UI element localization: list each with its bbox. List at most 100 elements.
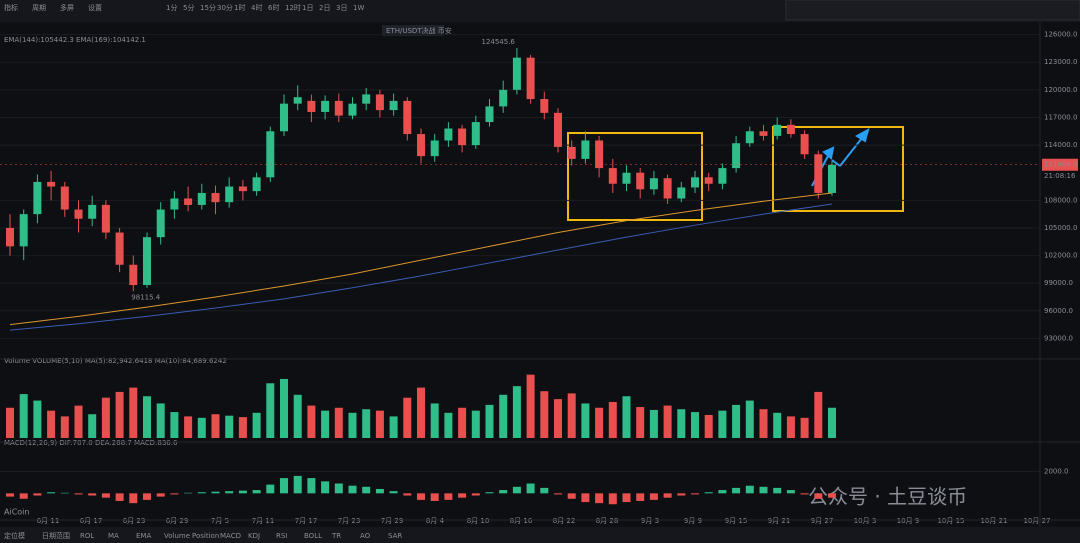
indicator-tab[interactable]: ROL [80,532,94,540]
indicator-tab[interactable]: MA [108,532,119,540]
candle-body [759,131,768,136]
indicator-tab[interactable]: Volume [164,532,190,540]
candle-body [252,177,261,192]
x-tick-label: 6月 11 [37,517,60,525]
interval-button[interactable]: 6时 [268,3,279,12]
candle-body [348,103,357,116]
candle-body [718,168,727,184]
bar [88,493,97,496]
interval-button[interactable]: 1时 [234,3,245,12]
interval-button[interactable]: 5分 [183,3,194,12]
x-tick-label: 10月 21 [980,517,1007,525]
bar [280,378,288,438]
x-tick-label: 10月 3 [854,517,877,525]
candle-body [88,204,97,219]
bar [170,493,179,495]
bar [636,407,645,438]
indicator-tab[interactable]: SAR [388,532,402,540]
bar [417,493,425,500]
bar [321,410,330,438]
indicator-tab[interactable]: BOLL [304,532,322,540]
bar [773,412,782,438]
x-tick-label: 8月 4 [426,517,445,525]
x-tick-label: 7月 23 [338,517,361,525]
indicator-tab[interactable]: KDJ [248,532,260,540]
interval-button[interactable]: 3日 [336,4,347,12]
interval-button[interactable]: 12时 [285,3,301,12]
candle-body [636,172,645,190]
symbol-tab[interactable] [382,25,444,36]
bar [115,391,124,438]
candle-body [540,99,549,113]
indicator-tab[interactable]: EMA [136,532,151,540]
last-price-label: 111864.5 [1044,161,1077,169]
menu-item[interactable]: 周期 [32,4,46,12]
indicator-tab[interactable]: 日期范围 [42,531,70,540]
bar [458,407,467,438]
bar [540,487,549,494]
symbol-tab-label[interactable]: ETH/USDT决战 币安 [386,26,452,35]
menu-item[interactable]: 设置 [88,3,102,12]
candle-body [773,124,782,136]
ema-line [9,203,833,331]
bar [225,491,234,494]
indicator-tab[interactable]: TR [331,532,341,540]
bar [814,493,823,499]
indicator-tab[interactable]: AO [360,532,371,540]
bar [677,409,686,438]
bar [101,397,110,438]
interval-button[interactable]: 15分 [200,3,216,12]
candle-body [663,178,672,199]
bar [88,414,97,438]
candle-body [101,204,110,233]
x-tick-label: 7月 5 [211,517,229,525]
candle-body [512,57,521,90]
menu-item[interactable]: 多屏 [60,3,74,12]
candle-body [60,186,69,210]
interval-button[interactable]: 2日 [319,4,330,12]
interval-button[interactable]: 30分 [217,3,233,12]
candle-body [266,131,275,178]
x-tick-label: 6月 29 [166,517,189,525]
candle-body [115,232,124,265]
x-tick-label: 7月 29 [381,517,404,525]
bar [348,412,357,438]
bar [60,416,69,438]
y-tick-label: 126000.0 [1044,31,1077,39]
bar [19,493,28,499]
candle-body [622,172,631,184]
indicator-tab[interactable]: RSI [276,532,287,540]
bar [156,493,165,497]
y-tick-label: 96000.0 [1044,307,1073,315]
indicator-tab[interactable]: 定位模 [4,531,25,540]
bar [608,493,617,505]
menu-item[interactable]: 指标 [4,3,18,12]
bar [211,414,220,438]
candle-body [197,192,206,205]
bar [704,414,713,438]
interval-button[interactable]: 1分 [166,3,177,12]
interval-button[interactable]: 4时 [251,3,262,12]
bar [512,386,521,438]
bar [129,493,138,504]
candle-body [691,177,699,188]
bar [485,492,494,494]
bar [389,416,398,438]
candle-body [567,146,576,159]
bar [238,490,247,494]
bar [636,493,645,501]
y-tick-label: 123000.0 [1044,58,1077,66]
x-tick-label: 9月 3 [641,517,659,525]
bar [540,391,549,438]
interval-button[interactable]: 1W [353,4,364,12]
indicator-tab[interactable]: MACD [220,532,241,540]
bar [773,487,782,494]
candle-body [362,94,371,104]
bar [828,493,836,498]
indicator-tab[interactable]: Position [192,532,219,540]
bar [430,403,439,438]
interval-button[interactable]: 1日 [302,4,313,12]
bar [417,387,425,438]
bar [362,486,371,494]
bar [225,415,234,438]
